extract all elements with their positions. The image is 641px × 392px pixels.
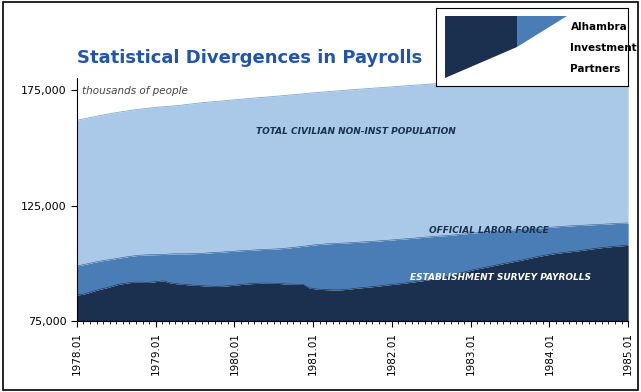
Text: Partners: Partners — [570, 64, 621, 74]
Polygon shape — [517, 16, 567, 47]
Text: Statistical Divergences in Payrolls: Statistical Divergences in Payrolls — [77, 49, 422, 67]
Text: ESTABLISHMENT SURVEY PAYROLLS: ESTABLISHMENT SURVEY PAYROLLS — [410, 273, 591, 282]
Text: Investment: Investment — [570, 43, 637, 53]
Text: TOTAL CIVILIAN NON-INST POPULATION: TOTAL CIVILIAN NON-INST POPULATION — [256, 127, 455, 136]
Text: Alhambra: Alhambra — [570, 22, 628, 32]
Polygon shape — [445, 16, 517, 78]
Polygon shape — [517, 47, 567, 78]
Text: thousands of people: thousands of people — [83, 86, 188, 96]
Text: OFFICIAL LABOR FORCE: OFFICIAL LABOR FORCE — [429, 225, 549, 234]
